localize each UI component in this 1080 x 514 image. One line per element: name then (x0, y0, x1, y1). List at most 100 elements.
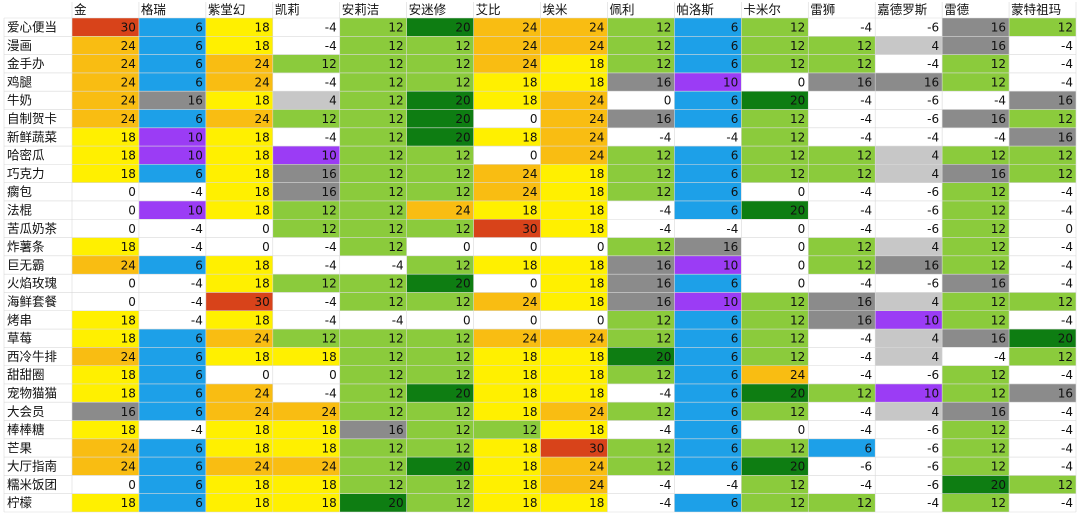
column-header: 艾比 (476, 2, 501, 17)
heatmap-cell (473, 310, 541, 330)
cell-value-label: 0 (128, 478, 136, 492)
cell-value-label: -6 (927, 277, 939, 291)
cell-value-label: -4 (1061, 460, 1073, 474)
cell-value-label: 20 (455, 277, 470, 291)
cell-value-label: 12 (388, 130, 403, 144)
heatmap-cell (741, 200, 809, 220)
cell-value-label: 12 (857, 149, 872, 163)
cell-value-label: -6 (927, 478, 939, 492)
heatmap-cell (138, 36, 206, 55)
heatmap-cell (942, 36, 1010, 55)
heatmap-cell (272, 91, 340, 110)
cell-value-label: 10 (723, 295, 738, 309)
heatmap-cell (272, 127, 340, 147)
heatmap-cell (942, 164, 1010, 183)
heatmap-cell (674, 146, 742, 165)
cell-value-label: 12 (857, 386, 872, 400)
row-header: 火焰玫瑰 (7, 276, 58, 291)
heatmap-cell (473, 292, 541, 311)
heatmap-cell (540, 72, 608, 92)
cell-value-label: 18 (522, 368, 537, 382)
cell-value-label: 16 (656, 258, 671, 272)
heatmap-cell (875, 274, 943, 293)
heatmap-cell (406, 164, 474, 183)
heatmap-cell (808, 200, 876, 220)
heatmap-cell (741, 127, 809, 147)
heatmap-cell (875, 383, 943, 403)
cell-value-label: 12 (321, 57, 336, 71)
cell-value-label: 4 (931, 405, 939, 419)
cell-value-label: -4 (1061, 441, 1073, 455)
heatmap-cell (339, 237, 407, 256)
row-header: 法棍 (7, 203, 33, 218)
cell-value-label: -4 (191, 240, 203, 254)
heatmap-cell (473, 219, 541, 238)
cell-value-label: 24 (255, 460, 270, 474)
row-header: 芒果 (7, 440, 33, 455)
cell-value-label: 18 (589, 386, 604, 400)
heatmap-cell (1009, 146, 1076, 165)
cell-value-label: 20 (455, 94, 470, 108)
column-header: 嘉德罗斯 (877, 2, 927, 17)
column-header: 蒙特祖玛 (1011, 2, 1061, 17)
cell-value-label: 12 (991, 295, 1006, 309)
heatmap-cell (339, 329, 407, 348)
heatmap-cell (473, 200, 541, 220)
cell-value-label: 18 (589, 258, 604, 272)
cell-value-label: -4 (860, 112, 872, 126)
cell-value-label: -4 (325, 313, 337, 327)
cell-value-label: 6 (195, 112, 203, 126)
heatmap-cell (272, 255, 340, 275)
heatmap-cell (406, 475, 474, 494)
heatmap-cell (942, 438, 1010, 458)
heatmap-cell (205, 475, 273, 494)
heatmap-cell (205, 219, 273, 238)
heatmap-cell (540, 200, 608, 220)
cell-value-label: 6 (731, 277, 739, 291)
cell-value-label: 18 (255, 167, 270, 181)
heatmap-cell (72, 146, 139, 165)
heatmap-cell (72, 182, 139, 201)
heatmap-cell (942, 146, 1010, 165)
cell-value-label: -4 (325, 75, 337, 89)
column-header: 凯莉 (275, 2, 300, 17)
heatmap-cell (339, 146, 407, 165)
cell-value-label: 18 (589, 368, 604, 382)
cell-value-label: 18 (121, 423, 136, 437)
cell-value-label: 12 (388, 295, 403, 309)
cell-value-label: 18 (255, 313, 270, 327)
cell-value-label: -4 (1061, 185, 1073, 199)
cell-value-label: 12 (388, 368, 403, 382)
heatmap-cell (1009, 365, 1076, 384)
cell-value-label: -4 (325, 386, 337, 400)
heatmap-cell (674, 91, 742, 110)
cell-value-label: 12 (455, 75, 470, 89)
heatmap-cell (1009, 383, 1076, 403)
cell-value-label: 24 (589, 478, 604, 492)
heatmap-cell (808, 420, 876, 439)
heatmap-cell (272, 402, 340, 421)
heatmap-cell (72, 383, 139, 403)
cell-value-label: -4 (994, 130, 1006, 144)
column-headers: 金 格瑞 紫堂幻 凯莉 安莉洁 安迷修 艾比 埃米 佩利 帕洛斯 卡米尔 雷狮 嘉德罗斯 雷德 蒙特祖玛 (74, 2, 1061, 17)
cell-value-label: 12 (790, 405, 805, 419)
cell-value-label: 6 (195, 478, 203, 492)
cell-value-label: 4 (931, 149, 939, 163)
heatmap-cell (272, 109, 340, 128)
heatmap-cell (875, 457, 943, 476)
heatmap-cell (607, 91, 675, 110)
heatmap-cell (875, 109, 943, 128)
heatmap-cell (205, 438, 273, 458)
cell-value-label: 24 (321, 405, 336, 419)
heatmap-cell (942, 402, 1010, 421)
cell-value-label: 12 (857, 496, 872, 510)
cell-value-label: -4 (392, 258, 404, 272)
cell-value-label: 6 (195, 496, 203, 510)
heatmap-cell (875, 127, 943, 147)
cell-value-label: 18 (255, 496, 270, 510)
heatmap-cell (607, 310, 675, 330)
row-header: 金手办 (7, 56, 45, 71)
cell-value-label: -6 (927, 204, 939, 218)
heatmap-cell (138, 109, 206, 128)
